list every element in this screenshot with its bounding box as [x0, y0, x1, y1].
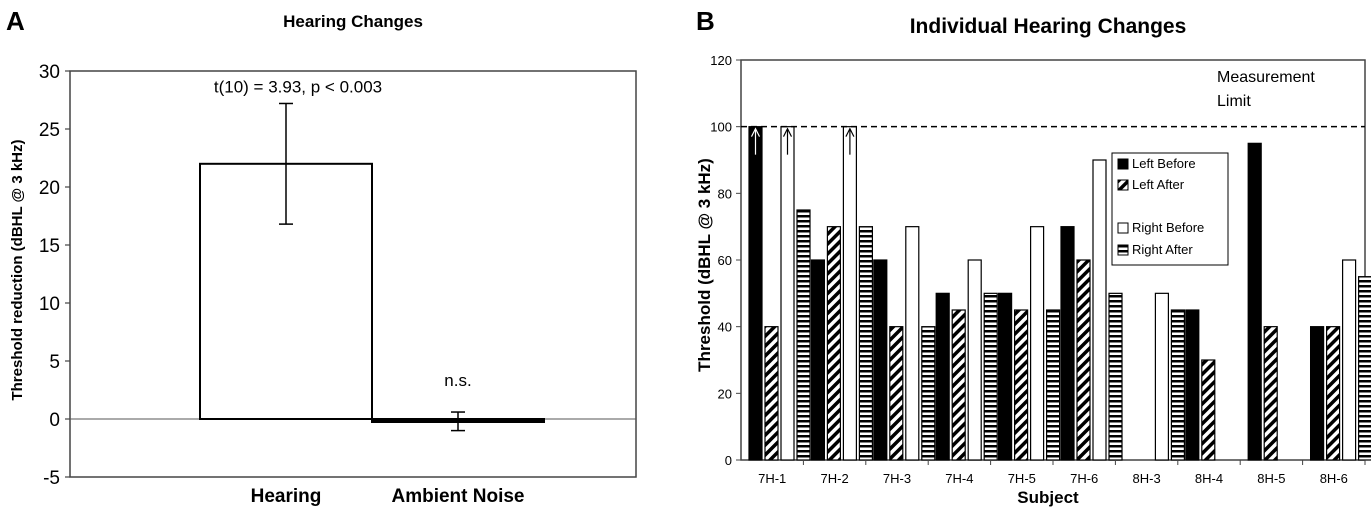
x-category-label: 8H-3 — [1133, 471, 1161, 486]
legend-swatch — [1117, 222, 1129, 234]
panel-a-ns-annotation: n.s. — [444, 371, 471, 390]
panel-a-title: Hearing Changes — [283, 12, 423, 31]
bar — [935, 292, 950, 461]
x-category-label: 7H-4 — [945, 471, 973, 486]
y-tick-label: 0 — [49, 410, 60, 431]
x-category-label: 7H-1 — [758, 471, 786, 486]
bar — [1060, 226, 1075, 461]
panel-a-bars — [199, 102, 545, 432]
limit-arrowhead — [750, 127, 761, 137]
bar — [889, 326, 904, 461]
y-tick-label: 10 — [39, 294, 60, 315]
bar — [1247, 142, 1262, 461]
panel-b-y-axis: 0 20 40 60 80 100 120 — [710, 53, 741, 468]
bar — [983, 292, 998, 461]
bar — [858, 226, 874, 461]
panel-a-t-test-annotation: t(10) = 3.93, p < 0.003 — [214, 77, 382, 96]
bar — [1263, 326, 1278, 461]
bar — [1108, 292, 1123, 461]
panel-b-label: B — [696, 6, 715, 36]
limit-arrowhead — [782, 127, 793, 137]
y-tick-label: -5 — [43, 468, 60, 489]
legend-label: Right After — [1132, 242, 1193, 257]
x-category-label: 8H-5 — [1257, 471, 1285, 486]
bar — [1309, 326, 1325, 461]
panel-a-plot-frame — [69, 70, 637, 478]
bar — [810, 259, 826, 461]
legend-label: Right Before — [1132, 220, 1204, 235]
x-category-label: 8H-6 — [1320, 471, 1348, 486]
legend-swatch — [1117, 158, 1129, 170]
panel-b-x-axis: 7H-1 7H-2 7H-3 7H-4 7H-5 7H-6 8H-3 8H-4 8H-5 8H-6 — [758, 460, 1366, 486]
panel-b-y-axis-title: Threshold (dBHL @ 3 kHz) — [695, 158, 714, 372]
measurement-limit-label-line2: Limit — [1217, 93, 1251, 110]
bar — [1045, 309, 1061, 461]
x-category-label: 7H-2 — [821, 471, 849, 486]
bar — [796, 209, 811, 461]
bar — [1029, 226, 1045, 461]
y-tick-label: 60 — [718, 253, 732, 268]
y-tick-label: 15 — [39, 236, 60, 257]
panel-a-y-axis: -5 0 5 10 15 20 25 30 — [39, 62, 636, 489]
bar — [873, 259, 888, 461]
panel-a-x-axis: Hearing Ambient Noise — [251, 486, 525, 507]
bar — [997, 292, 1013, 461]
x-category-label: 7H-3 — [883, 471, 911, 486]
y-tick-label: 100 — [710, 120, 732, 135]
y-tick-label: 40 — [718, 320, 732, 335]
bar — [921, 326, 936, 461]
bar — [1154, 292, 1170, 461]
bar — [842, 126, 858, 461]
bar — [951, 309, 966, 461]
legend-swatch — [1117, 179, 1129, 191]
bar — [1341, 259, 1357, 461]
y-tick-label: 20 — [718, 386, 732, 401]
panel-b-x-axis-title: Subject — [1017, 488, 1079, 507]
y-tick-label: 5 — [49, 352, 60, 373]
y-tick-label: 20 — [39, 178, 60, 199]
bar — [1170, 309, 1186, 461]
bar — [1325, 326, 1341, 461]
x-category-label: 7H-5 — [1008, 471, 1036, 486]
limit-arrowhead — [845, 127, 855, 137]
bar — [826, 226, 842, 461]
bar — [764, 326, 779, 461]
bar — [1013, 309, 1029, 461]
measurement-limit-label-line1: Measurement — [1217, 69, 1315, 86]
bar — [1357, 276, 1371, 461]
legend-swatch — [1117, 244, 1129, 256]
bar — [199, 162, 373, 420]
panel-a-label: A — [6, 6, 25, 36]
bar — [967, 259, 982, 461]
x-category-label: Hearing — [251, 486, 322, 507]
bar — [748, 126, 763, 461]
panel-b-legend: Left Before Left After Right Before Right A… — [1111, 152, 1229, 266]
y-tick-label: 120 — [710, 53, 732, 68]
x-category-label: 8H-4 — [1195, 471, 1223, 486]
bar — [1185, 309, 1200, 461]
bar — [1092, 159, 1107, 461]
panel-a-y-axis-title: Threshold reduction (dBHL @ 3 kHz) — [9, 139, 26, 400]
bar — [1076, 259, 1091, 461]
bar — [905, 226, 920, 461]
panel-a: A Hearing Changes Threshold reduction (d… — [6, 6, 637, 507]
legend-label: Left After — [1132, 177, 1185, 192]
x-category-label: Ambient Noise — [391, 486, 524, 507]
y-tick-label: 0 — [725, 453, 732, 468]
x-category-label: 7H-6 — [1070, 471, 1098, 486]
bar — [780, 126, 795, 461]
panel-b-title: Individual Hearing Changes — [910, 15, 1187, 38]
panel-b-bars — [748, 126, 1371, 461]
y-tick-label: 25 — [39, 120, 60, 141]
legend-box — [1111, 152, 1229, 266]
y-tick-label: 80 — [718, 186, 732, 201]
y-tick-label: 30 — [39, 62, 60, 83]
legend-label: Left Before — [1132, 156, 1196, 171]
panel-b: B Individual Hearing Changes Threshold (… — [695, 6, 1371, 507]
bar — [1201, 359, 1216, 461]
